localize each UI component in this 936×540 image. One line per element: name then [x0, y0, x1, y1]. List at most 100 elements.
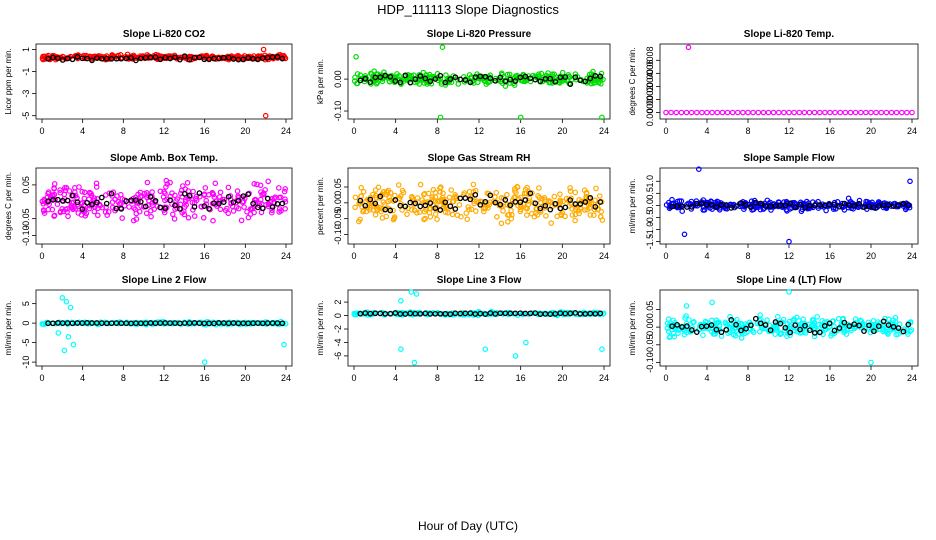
x-tick-label: 20 — [557, 251, 567, 261]
outlier-point — [262, 112, 269, 119]
reference-point — [382, 72, 389, 79]
x-tick-label: 4 — [393, 126, 398, 136]
outlier-point — [411, 359, 418, 366]
data-point — [461, 190, 468, 196]
data-point — [356, 200, 362, 207]
reference-point — [728, 317, 735, 323]
reference-point — [851, 203, 858, 209]
reference-point — [592, 72, 599, 79]
data-point — [235, 194, 242, 201]
y-tick-label: -0.05 — [21, 208, 31, 229]
data-point — [888, 109, 895, 116]
reference-point — [880, 318, 887, 325]
reference-point — [688, 204, 695, 210]
reference-point — [181, 53, 188, 60]
reference-point — [427, 200, 434, 206]
x-tick-label: 20 — [866, 126, 876, 136]
reference-point — [669, 323, 675, 330]
data-point — [421, 190, 428, 197]
data-point — [449, 199, 456, 205]
y-axis-label: ml/min per min. — [4, 301, 13, 356]
x-tick-label: 0 — [663, 126, 668, 136]
reference-point — [392, 197, 399, 203]
reference-point — [703, 323, 710, 330]
data-point — [472, 208, 479, 214]
data-point — [426, 209, 433, 216]
data-point — [381, 201, 388, 208]
reference-point — [133, 57, 139, 64]
reference-point — [693, 329, 700, 335]
data-point — [735, 331, 742, 337]
reference-point — [866, 322, 872, 329]
data-point — [551, 193, 558, 200]
reference-point — [532, 310, 539, 316]
data-point — [40, 56, 46, 63]
y-tick-label: 0.00 — [645, 318, 655, 336]
reference-point — [69, 56, 76, 63]
y-tick-label: 0.05 — [645, 301, 655, 319]
data-point — [810, 317, 817, 324]
reference-point — [836, 203, 843, 210]
reference-point — [537, 78, 544, 85]
data-point — [161, 188, 167, 195]
data-point — [95, 212, 101, 219]
reference-point — [532, 76, 539, 83]
data-point — [391, 214, 398, 220]
y-tick-label: 0.0002 — [645, 86, 655, 114]
reference-point — [103, 200, 110, 207]
data-point — [420, 191, 427, 198]
reference-point — [186, 56, 193, 63]
data-point — [415, 311, 421, 317]
data-point — [770, 109, 777, 116]
data-point — [811, 109, 818, 116]
reference-point — [357, 197, 364, 204]
panel-title: Slope Amb. Box Temp. — [110, 153, 218, 164]
outlier-point — [281, 341, 287, 348]
y-tick-label: -1 — [21, 68, 31, 76]
data-point — [791, 316, 798, 322]
data-point — [754, 320, 761, 327]
reference-point — [417, 203, 424, 210]
data-point — [109, 199, 116, 205]
data-point — [673, 109, 680, 116]
data-point — [179, 209, 186, 216]
reference-point — [482, 311, 489, 317]
data-point — [569, 212, 576, 218]
data-point — [903, 329, 910, 335]
data-point — [372, 212, 379, 218]
x-tick-label: 0 — [39, 373, 44, 383]
data-point — [86, 205, 93, 212]
reference-point — [767, 327, 774, 334]
data-point — [588, 80, 595, 87]
data-point — [522, 186, 529, 193]
data-point — [72, 185, 78, 191]
y-tick-label: 1 — [21, 47, 31, 52]
data-point — [562, 213, 568, 220]
x-tick-label: 0 — [351, 251, 356, 261]
reference-point — [562, 74, 569, 80]
reference-point — [517, 199, 524, 206]
reference-point — [577, 77, 584, 84]
data-point — [51, 213, 57, 219]
reference-point — [552, 200, 559, 207]
reference-point — [94, 199, 100, 206]
data-point — [254, 181, 260, 188]
data-point — [61, 191, 68, 198]
data-point — [51, 181, 58, 187]
data-point — [417, 181, 424, 188]
data-point — [395, 182, 402, 188]
data-point — [543, 213, 549, 219]
y-tick-label: -0.10 — [645, 352, 655, 373]
data-point — [126, 204, 132, 210]
data-point — [148, 208, 154, 214]
reference-point — [797, 326, 803, 333]
data-point — [390, 207, 396, 214]
reference-point — [547, 206, 554, 213]
reference-point — [482, 73, 489, 80]
data-point — [690, 319, 696, 326]
data-point — [784, 333, 790, 340]
outlier-point — [398, 297, 404, 304]
data-point — [572, 189, 579, 196]
reference-point — [167, 197, 173, 204]
reference-point — [64, 197, 71, 204]
